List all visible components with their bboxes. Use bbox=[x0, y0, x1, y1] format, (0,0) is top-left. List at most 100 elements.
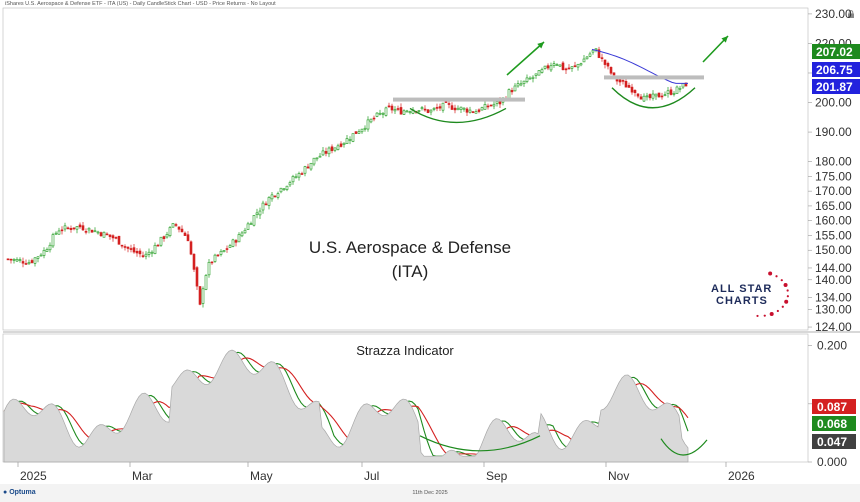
candle-body bbox=[24, 263, 28, 265]
price-y-tick-label: 190.00 bbox=[815, 125, 852, 139]
candle-body bbox=[429, 109, 433, 113]
optuma-icon: ● bbox=[3, 489, 8, 496]
price-tag bbox=[812, 62, 860, 77]
price-y-tick-label: 165.00 bbox=[815, 199, 852, 213]
candle-body bbox=[534, 73, 538, 76]
candle-body bbox=[348, 139, 352, 141]
candle-body bbox=[357, 131, 361, 134]
price-y-tick-label: 230.00 bbox=[815, 7, 852, 21]
candle-body bbox=[630, 86, 634, 93]
candle-body bbox=[84, 231, 88, 233]
candle-body bbox=[369, 118, 373, 123]
logo-star bbox=[775, 275, 778, 278]
candle-body bbox=[294, 176, 298, 179]
candle-body bbox=[219, 250, 223, 255]
candle-body bbox=[141, 255, 145, 257]
candle-body bbox=[57, 230, 61, 235]
candle-body bbox=[438, 106, 442, 109]
candle-body bbox=[447, 103, 451, 105]
candle-body bbox=[222, 250, 226, 253]
candle-body bbox=[288, 182, 292, 186]
base-arc-1 bbox=[409, 107, 507, 124]
indicator-tag-label: 0.068 bbox=[817, 417, 847, 431]
logo-star bbox=[756, 314, 759, 318]
candle-body bbox=[126, 246, 130, 249]
lock-icon[interactable] bbox=[847, 10, 855, 18]
candle-body bbox=[549, 65, 553, 71]
price-y-tick-label: 155.00 bbox=[815, 228, 852, 242]
candle-body bbox=[627, 85, 631, 88]
candle-body bbox=[663, 94, 667, 96]
candle-body bbox=[9, 258, 13, 261]
indicator-tag bbox=[812, 416, 856, 431]
candle-body bbox=[339, 143, 343, 147]
all-star-charts-logo: ALL STAR CHARTS bbox=[708, 268, 793, 318]
candle-body bbox=[246, 223, 250, 230]
candle-body bbox=[324, 151, 328, 154]
candle-body bbox=[423, 108, 427, 111]
candle-body bbox=[591, 49, 595, 53]
candle-body bbox=[351, 133, 355, 142]
candle-body bbox=[519, 83, 523, 86]
candle-body bbox=[636, 93, 640, 97]
candle-body bbox=[480, 107, 484, 111]
candle-body bbox=[156, 244, 160, 247]
price-y-tick-label: 160.00 bbox=[815, 214, 852, 228]
price-y-tick-label: 124.00 bbox=[815, 320, 852, 334]
candle-body bbox=[345, 138, 349, 144]
candle-body bbox=[99, 232, 103, 237]
candle-body bbox=[282, 188, 286, 191]
price-y-tick-label: 144.00 bbox=[815, 261, 852, 275]
candle-body bbox=[303, 166, 307, 174]
candle-body bbox=[249, 223, 253, 225]
optuma-brand: ● Optuma bbox=[3, 489, 36, 496]
candle-body bbox=[456, 107, 460, 111]
candle-body bbox=[51, 234, 55, 247]
indicator-tag-label: 0.047 bbox=[817, 435, 847, 449]
logo-star bbox=[783, 283, 788, 288]
candle-body bbox=[471, 111, 475, 113]
candle-body bbox=[252, 215, 256, 226]
candle-body bbox=[606, 62, 610, 67]
price-tag-label: 207.02 bbox=[816, 45, 853, 59]
candle-body bbox=[381, 113, 385, 115]
candle-body bbox=[45, 249, 49, 252]
x-tick-label: Nov bbox=[608, 469, 629, 483]
candle-body bbox=[666, 90, 670, 94]
candle-body bbox=[15, 258, 19, 262]
candle-body bbox=[21, 261, 25, 264]
indicator-tag bbox=[812, 434, 856, 449]
candle-body bbox=[135, 250, 139, 254]
candle-body bbox=[669, 89, 673, 95]
indicator-tag-label: 0.087 bbox=[817, 400, 847, 414]
candle-body bbox=[483, 104, 487, 110]
candle-body bbox=[108, 234, 112, 237]
x-tick-label: Jul bbox=[364, 469, 379, 483]
candle-body bbox=[633, 89, 637, 94]
candle-body bbox=[657, 92, 661, 98]
candle-body bbox=[12, 259, 16, 261]
price-panel bbox=[2, 7, 809, 331]
candle-body bbox=[132, 247, 136, 253]
candle-body bbox=[123, 246, 127, 248]
candle-body bbox=[231, 239, 235, 247]
candle-body bbox=[432, 108, 436, 110]
candle-body bbox=[207, 261, 211, 276]
candle-body bbox=[408, 111, 412, 114]
candle-body bbox=[600, 57, 604, 59]
candle-body bbox=[585, 56, 589, 60]
candle-body bbox=[255, 212, 259, 215]
candle-body bbox=[360, 128, 364, 133]
price-y-tick-label: 200.00 bbox=[815, 96, 852, 110]
breakout-arrow-1-head bbox=[537, 42, 544, 49]
candle-body bbox=[531, 76, 535, 79]
candle-body bbox=[387, 105, 391, 108]
candle-body bbox=[138, 250, 142, 255]
candle-body bbox=[18, 259, 22, 262]
candle-body bbox=[36, 256, 40, 259]
candle-body bbox=[117, 235, 121, 245]
candle-body bbox=[63, 225, 67, 230]
candle-body bbox=[195, 267, 199, 287]
candle-body bbox=[675, 86, 679, 94]
